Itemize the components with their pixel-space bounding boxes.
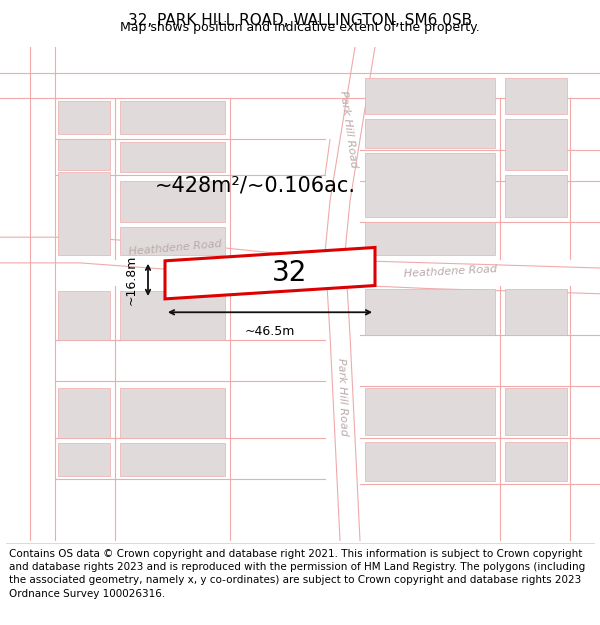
Bar (58, 291, 110, 340)
Bar (120, 141, 225, 172)
Bar (365, 222, 495, 254)
Bar (120, 101, 225, 134)
Bar (120, 291, 225, 340)
Bar (505, 176, 567, 217)
Text: ~46.5m: ~46.5m (245, 324, 295, 338)
Bar (505, 78, 567, 114)
Bar (365, 153, 495, 217)
Bar (365, 289, 495, 335)
Text: Park Hill Road: Park Hill Road (338, 90, 358, 169)
Text: Map shows position and indicative extent of the property.: Map shows position and indicative extent… (120, 21, 480, 34)
Bar (120, 443, 225, 476)
Text: Park Hill Road: Park Hill Road (335, 357, 349, 436)
Bar (365, 442, 495, 481)
Text: Contains OS data © Crown copyright and database right 2021. This information is : Contains OS data © Crown copyright and d… (9, 549, 585, 599)
Text: 32: 32 (272, 259, 308, 287)
Bar (120, 388, 225, 438)
Bar (58, 139, 110, 170)
Bar (505, 388, 567, 434)
Bar (58, 173, 110, 254)
Bar (120, 181, 225, 222)
Text: 32, PARK HILL ROAD, WALLINGTON, SM6 0SB: 32, PARK HILL ROAD, WALLINGTON, SM6 0SB (128, 13, 472, 28)
Bar (365, 119, 495, 148)
Bar (505, 442, 567, 481)
Polygon shape (165, 248, 375, 299)
Bar (58, 101, 110, 134)
Bar (58, 388, 110, 438)
Text: Heathdene Road: Heathdene Road (403, 264, 497, 279)
Bar (365, 78, 495, 114)
Bar (120, 227, 225, 254)
Text: ~428m²/~0.106ac.: ~428m²/~0.106ac. (155, 176, 355, 196)
Text: Heathdene Road: Heathdene Road (128, 238, 222, 256)
Bar (58, 443, 110, 476)
Bar (365, 388, 495, 434)
Bar (505, 289, 567, 335)
Bar (505, 119, 567, 170)
Text: ~16.8m: ~16.8m (125, 254, 138, 305)
